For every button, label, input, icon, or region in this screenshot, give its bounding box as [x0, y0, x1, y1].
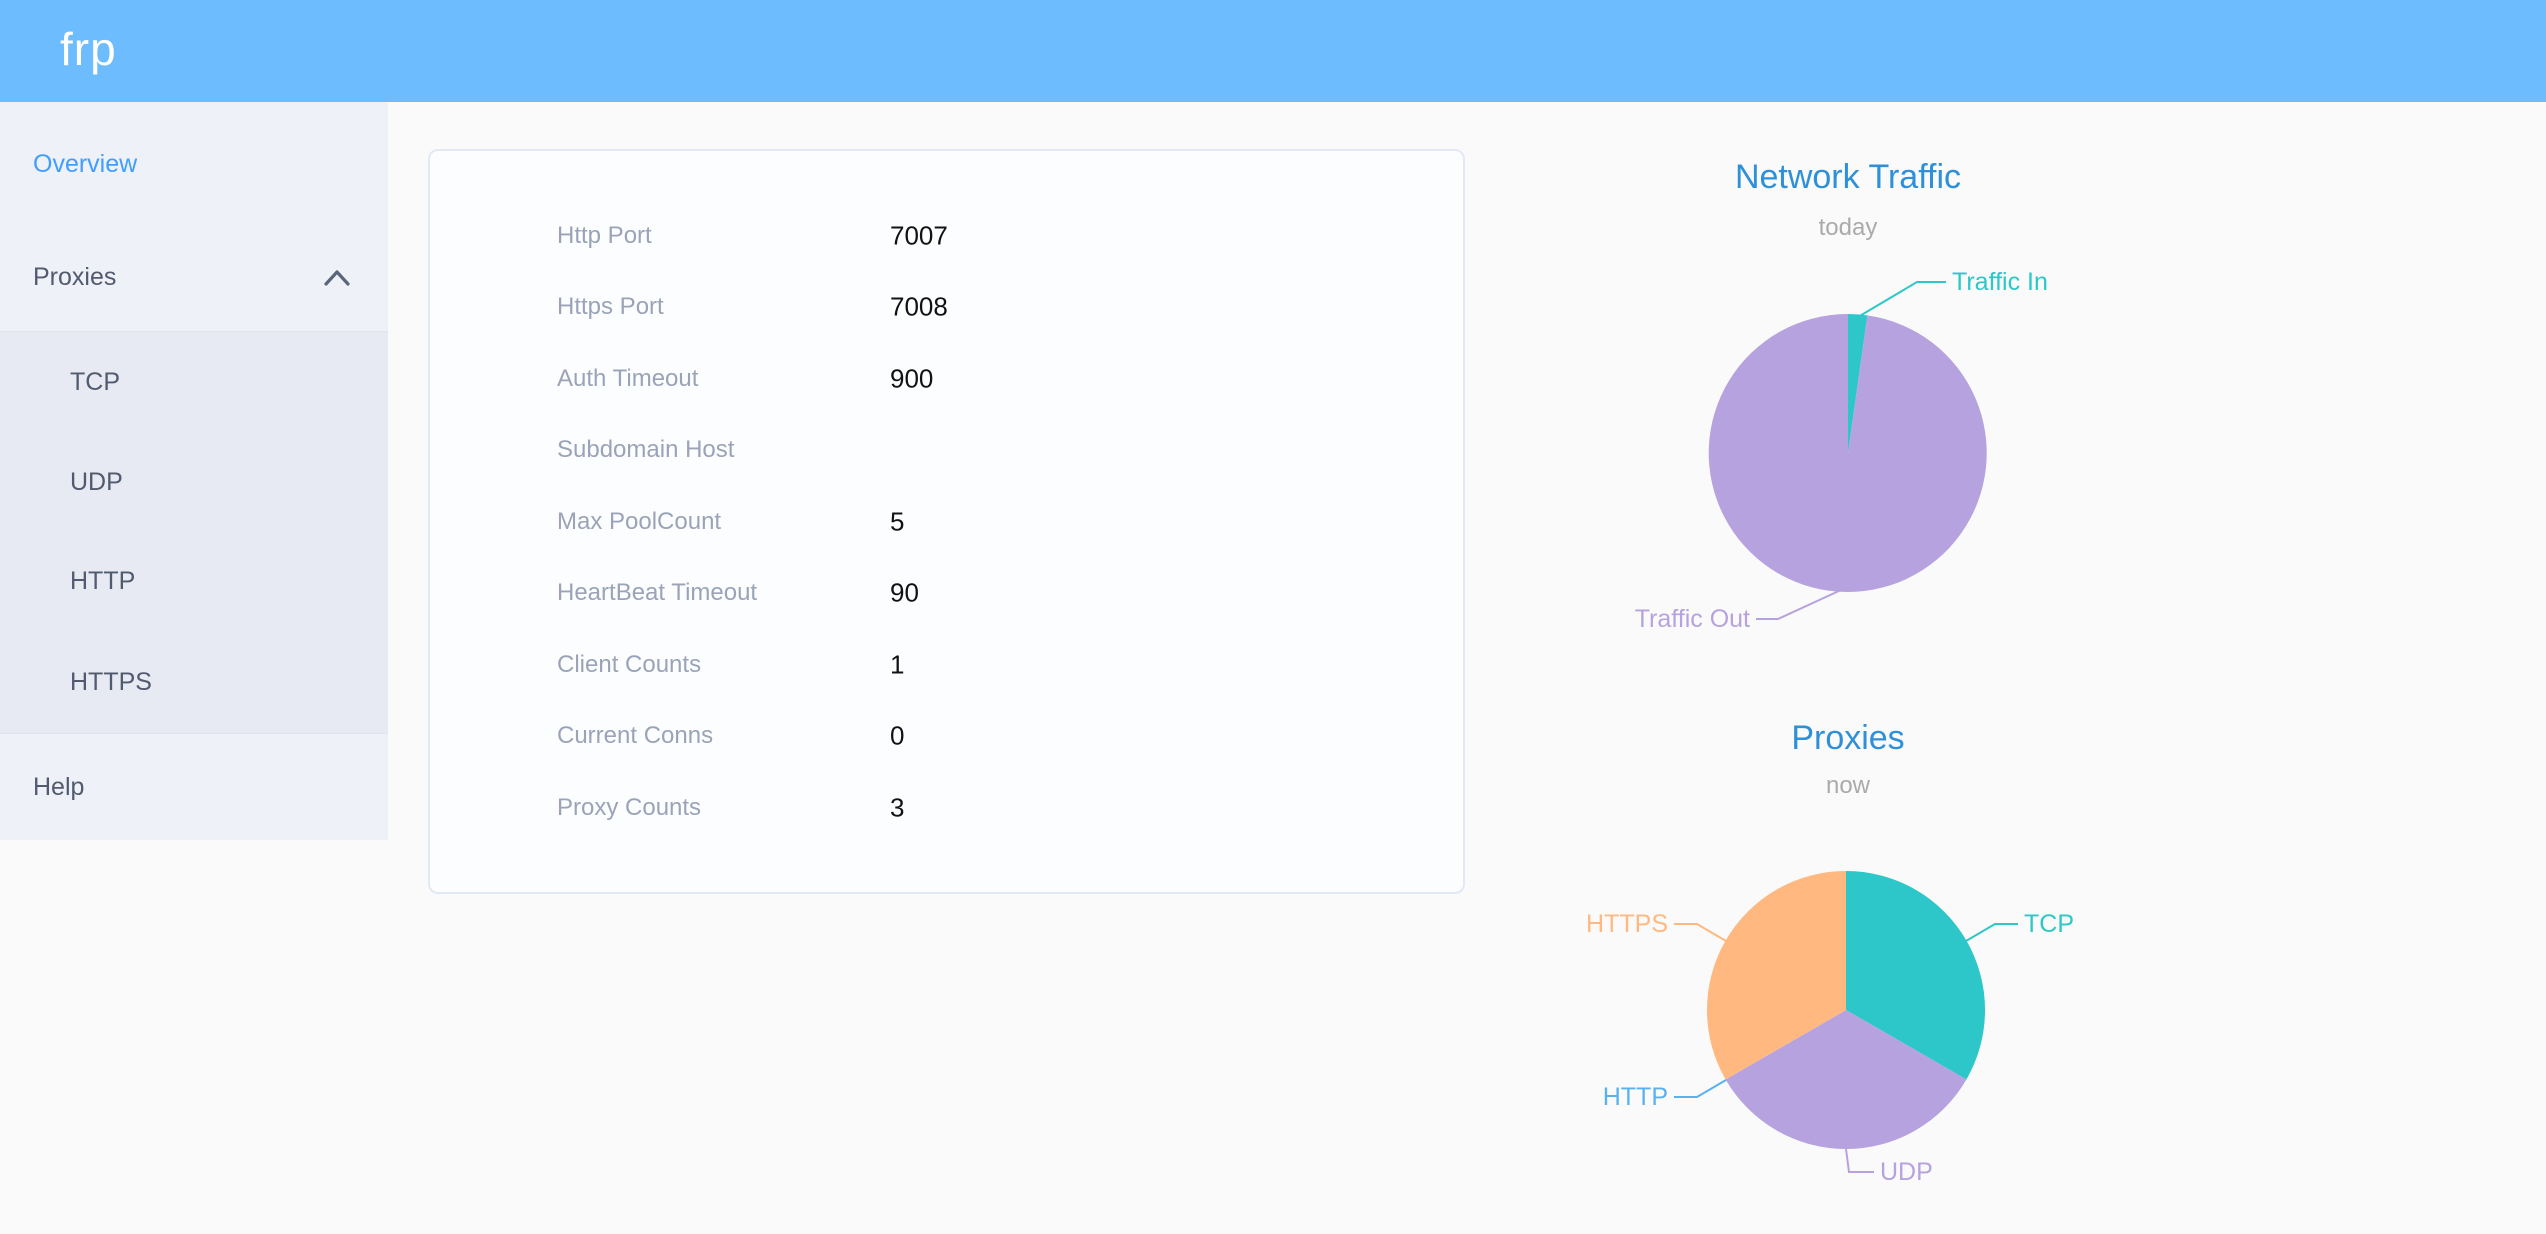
sidebar-submenu [0, 331, 388, 734]
info-row-https-port: Https Port 7008 [430, 272, 1463, 344]
info-label: Client Counts [557, 650, 702, 678]
info-value: 0 [890, 720, 905, 751]
info-label: Max PoolCount [557, 507, 722, 535]
info-label: Https Port [557, 293, 664, 321]
sidebar-item-http[interactable]: HTTP [0, 531, 388, 631]
info-row-proxy-counts: Proxy Counts 3 [430, 772, 1463, 844]
sidebar: Overview Proxies TCP UDP HTTP HTTPS Help [0, 102, 388, 840]
info-row-max-poolcount: Max PoolCount 5 [430, 486, 1463, 558]
info-row-client-counts: Client Counts 1 [430, 629, 1463, 701]
sidebar-item-tcp-label: TCP [70, 368, 120, 396]
server-info-rows: Http Port 7007 Https Port 7008 Auth Time… [430, 200, 1463, 844]
sidebar-item-https-label: HTTPS [70, 668, 152, 696]
info-label: HeartBeat Timeout [557, 579, 758, 607]
server-info-card: Http Port 7007 Https Port 7008 Auth Time… [428, 149, 1465, 894]
slice-label-udp: UDP [1880, 1158, 1933, 1186]
pie-chart-proxies: TCP UDP HTTP HTTPS [1586, 871, 2074, 1186]
info-value: 7008 [890, 291, 948, 322]
info-label: Proxy Counts [557, 793, 702, 821]
info-value: 7007 [890, 220, 948, 251]
info-value: 90 [890, 577, 919, 608]
info-row-auth-timeout: Auth Timeout 900 [430, 343, 1463, 415]
proxies-chart-title: Proxies [1791, 719, 1905, 757]
info-label: Auth Timeout [557, 364, 699, 392]
info-row-subdomain-host: Subdomain Host [430, 415, 1463, 487]
sidebar-item-tcp[interactable]: TCP [0, 332, 388, 432]
network-traffic-chart-subtitle: today [1818, 214, 1878, 241]
proxies-chart-subtitle: now [1825, 772, 1871, 799]
info-row-http-port: Http Port 7007 [430, 200, 1463, 272]
sidebar-item-udp[interactable]: UDP [0, 432, 388, 532]
sidebar-item-proxies[interactable]: Proxies [0, 227, 388, 327]
sidebar-item-overview-label: Overview [33, 150, 138, 178]
info-label: Current Conns [557, 722, 714, 750]
pie-slice-tcp[interactable] [1846, 871, 1986, 1080]
sidebar-item-overview[interactable]: Overview [0, 114, 388, 214]
info-row-current-conns: Current Conns 0 [430, 701, 1463, 773]
slice-label-tcp: TCP [2024, 910, 2074, 938]
app-logo: frp [60, 23, 117, 75]
info-label: Subdomain Host [557, 436, 735, 464]
sidebar-item-https[interactable]: HTTPS [0, 632, 388, 732]
info-label: Http Port [557, 221, 652, 249]
info-row-heartbeat-timeout: HeartBeat Timeout 90 [430, 558, 1463, 630]
label-line-tcp [1965, 923, 2018, 942]
pie-slice-traffic-out[interactable] [1708, 313, 1987, 592]
chevron-up-icon [324, 270, 350, 286]
sidebar-item-http-label: HTTP [70, 567, 136, 595]
label-line-https [1674, 923, 1727, 942]
info-value: 3 [890, 792, 905, 823]
info-value: 5 [890, 506, 905, 537]
pie-slice-udp[interactable] [1725, 1010, 1967, 1150]
sidebar-item-udp-label: UDP [70, 468, 123, 496]
slice-label-traffic-out: Traffic Out [1635, 605, 1750, 633]
pie-slice-https[interactable] [1706, 871, 1846, 1080]
label-line-http [1674, 1079, 1727, 1098]
slice-label-https: HTTPS [1586, 910, 1668, 938]
slice-label-http: HTTP [1603, 1083, 1668, 1111]
app-header: frp [0, 0, 2546, 102]
info-value: 1 [890, 649, 905, 680]
sidebar-item-help[interactable]: Help [0, 737, 388, 837]
label-line-traffic-out [1756, 589, 1842, 620]
info-value: 900 [890, 363, 934, 394]
pie-slice-traffic-in[interactable] [1848, 314, 1868, 453]
network-traffic-chart-title: Network Traffic [1734, 158, 1962, 196]
sidebar-item-help-label: Help [33, 773, 85, 801]
label-line-udp [1845, 1148, 1874, 1173]
slice-label-traffic-in: Traffic In [1952, 268, 2048, 296]
sidebar-item-proxies-label: Proxies [33, 263, 117, 291]
pie-chart-network-traffic: Traffic In Traffic Out [1635, 268, 2048, 633]
label-line-traffic-in [1857, 281, 1946, 318]
